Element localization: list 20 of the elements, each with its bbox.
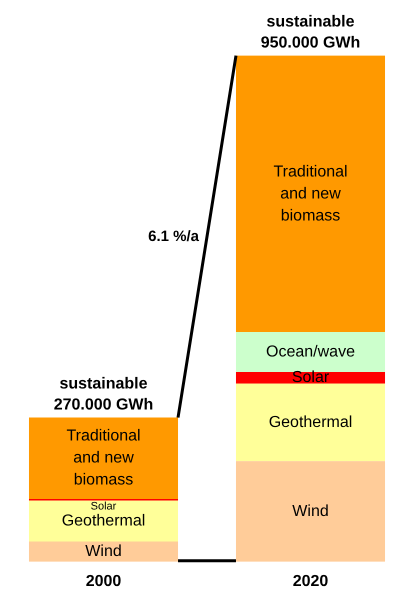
bar <box>236 56 386 332</box>
text: Solar <box>292 369 330 386</box>
x-tick-label: 2000 <box>86 572 122 590</box>
bar <box>236 384 386 462</box>
bar <box>236 461 386 562</box>
total-label: sustainable 270.000 GWh <box>54 376 154 414</box>
series-label: Wind <box>85 543 122 560</box>
series-label: Geothermal <box>62 512 146 530</box>
total-label: sustainable 950.000 GWh <box>260 14 360 52</box>
series-label: Solar <box>90 500 117 513</box>
series-label: Traditional and new biomass <box>66 428 141 489</box>
annotation: 6.1 %/a <box>148 228 200 245</box>
bar <box>28 542 178 562</box>
series-label: Ocean/wave <box>266 343 356 360</box>
bar <box>28 418 178 500</box>
text: Geothermal <box>268 414 352 431</box>
text: Traditional and new biomass <box>273 163 348 224</box>
text: Wind <box>292 502 329 520</box>
bar <box>28 500 178 542</box>
x-tick-label: 2020 <box>292 572 328 590</box>
